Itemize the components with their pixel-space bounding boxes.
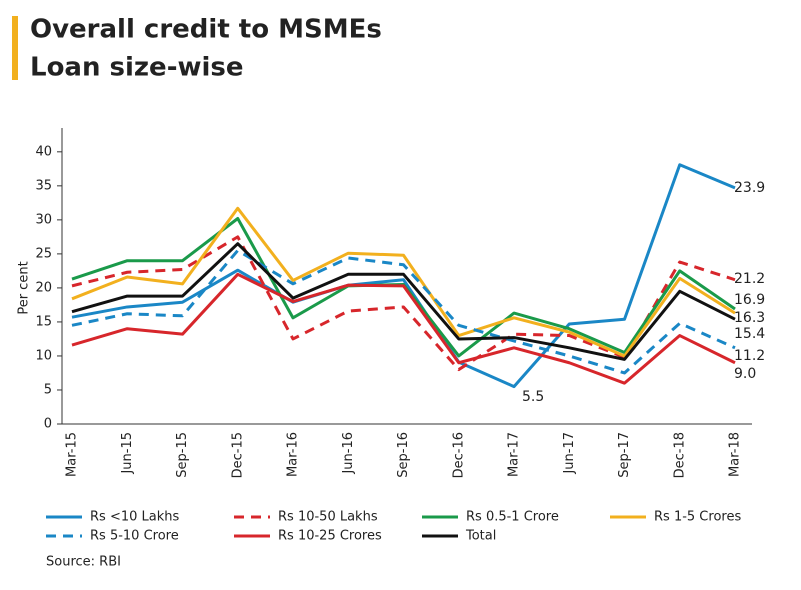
y-axis-label: Per cent [17,261,32,314]
legend-label: Rs 10-50 Lakhs [278,510,378,525]
y-tick-label: 5 [44,382,52,397]
x-tick-label: Jun-17 [562,432,577,475]
series-line [71,272,736,385]
annotation: 16.3 [734,310,765,326]
legend-label: Rs 10-25 Crores [278,529,382,544]
annotation: 5.5 [522,389,544,405]
x-tick-label: Mar-17 [507,432,522,477]
legend-label: Rs 1-5 Crores [654,510,741,525]
series-line [71,242,736,361]
annotation: 11.2 [734,348,765,364]
y-tick-label: 35 [35,178,52,193]
series-line [71,206,736,358]
annotation: 15.4 [734,326,765,342]
x-tick-label: Dec-15 [230,432,245,478]
legend-label: Total [465,529,496,544]
x-tick-label: Mar-15 [65,432,80,477]
y-tick-label: 25 [35,246,52,261]
y-tick-label: 40 [35,144,52,159]
x-tick-label: Sep-15 [175,432,190,478]
y-tick-label: 10 [35,348,52,363]
x-tick-label: Dec-18 [672,432,687,478]
x-tick-label: Jun-15 [120,432,135,475]
x-tick-label: Jun-16 [341,432,356,475]
y-tick-label: 15 [35,314,52,329]
legend-label: Rs 5-10 Crore [90,529,179,544]
source: Source: RBI [46,555,121,570]
y-tick-label: 30 [35,212,52,227]
y-tick-label: 0 [44,417,52,432]
chart-subtitle: Loan size-wise [30,53,244,83]
series-line [71,235,736,372]
y-tick-label: 20 [35,280,52,295]
legend-label: Rs 0.5-1 Crore [466,510,559,525]
title-accent [12,16,18,80]
series-line [71,248,736,375]
annotation: 23.9 [734,180,765,196]
legend-label: Rs <10 Lakhs [90,510,179,525]
chart-title: Overall credit to MSMEs [30,15,382,45]
x-tick-label: Sep-17 [617,432,632,478]
annotation: 16.9 [734,292,765,308]
series-line [71,163,736,389]
x-tick-label: Dec-16 [451,432,466,478]
annotation: 21.2 [734,271,765,287]
x-tick-label: Mar-16 [286,432,301,477]
x-tick-label: Mar-18 [728,432,743,477]
annotation: 9.0 [734,366,756,382]
x-tick-label: Sep-16 [396,432,411,478]
